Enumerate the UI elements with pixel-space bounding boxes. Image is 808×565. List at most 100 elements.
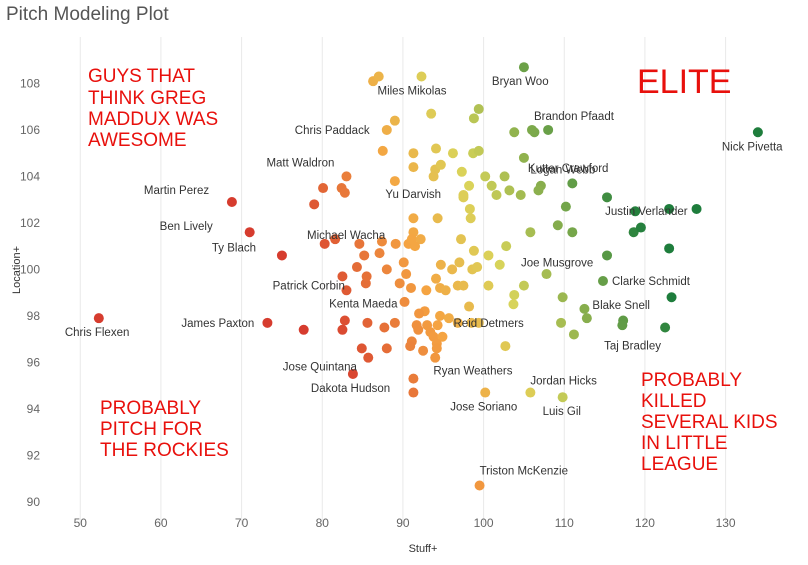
scatter-point (337, 271, 348, 282)
y-axis-title: Location+ (11, 246, 23, 294)
scatter-point (389, 176, 400, 187)
scatter-point (341, 285, 352, 296)
point-label: Justin Verlander (605, 206, 688, 218)
y-tick-label: 102 (20, 216, 40, 230)
scatter-point (458, 280, 469, 291)
y-tick-label: 94 (27, 402, 41, 416)
scatter-point-labeled (381, 124, 392, 135)
scatter-point (568, 329, 579, 340)
scatter-point (500, 341, 511, 352)
y-tick-label: 100 (20, 262, 40, 276)
point-label: Bryan Woo (492, 76, 549, 88)
scatter-point (525, 227, 536, 238)
scatter-point (431, 343, 442, 354)
point-label: Martin Perez (144, 185, 209, 197)
scatter-point (533, 185, 544, 196)
scatter-point (408, 387, 419, 398)
scatter-point (508, 299, 519, 310)
x-tick-label: 130 (716, 516, 736, 530)
scatter-point (472, 262, 483, 273)
scatter-point-labeled (567, 178, 578, 189)
point-label: Jordan Hicks (530, 376, 597, 388)
scatter-point (552, 220, 563, 231)
scatter-point (473, 317, 484, 328)
scatter-point-labeled (579, 303, 590, 314)
scatter-point (399, 296, 410, 307)
scatter-point (405, 341, 416, 352)
point-label: Taj Bradley (604, 340, 661, 352)
scatter-point (486, 180, 497, 191)
scatter-point (318, 183, 329, 194)
scatter-point (494, 259, 505, 270)
scatter-point-labeled (527, 124, 537, 135)
point-label: Chris Paddack (295, 125, 370, 137)
annotation-rockies: PROBABLY PITCH FOR THE ROCKIES (100, 398, 229, 461)
x-tick-label: 90 (396, 516, 410, 530)
scatter-point (628, 227, 639, 238)
scatter-point (515, 190, 526, 201)
annotation-elite: ELITE (637, 63, 731, 101)
scatter-point (319, 238, 330, 249)
annotation-kids-line-3: SEVERAL KIDS (641, 412, 778, 433)
point-label: Yu Darvish (385, 189, 441, 201)
scatter-point-labeled (660, 322, 671, 333)
point-label: Logan Webb (530, 164, 595, 176)
scatter-point-labeled (458, 190, 469, 201)
scatter-point (431, 273, 442, 284)
point-label: James Paxton (181, 318, 254, 330)
scatter-point (557, 292, 568, 303)
scatter-point (468, 245, 479, 256)
scatter-point (435, 310, 446, 321)
scatter-point-labeled (474, 480, 485, 491)
scatter-point-labeled (226, 196, 237, 207)
scatter-point (518, 280, 529, 291)
scatter-point-labeled (518, 62, 529, 73)
scatter-point (337, 324, 348, 335)
scatter-point (339, 315, 350, 326)
point-label: Clarke Schmidt (612, 276, 691, 288)
x-tick-label: 50 (74, 516, 88, 530)
scatter-point (406, 282, 416, 293)
point-label: Jose Soriano (450, 402, 517, 414)
scatter-point (691, 203, 702, 214)
scatter-point (363, 352, 374, 363)
annotation-maddux-line-3: MADDUX WAS (88, 109, 218, 130)
scatter-point (421, 285, 432, 296)
scatter-point (509, 289, 520, 300)
scatter-point (381, 264, 392, 275)
scatter-point (418, 345, 429, 356)
scatter-point (465, 213, 476, 224)
scatter-point (447, 148, 458, 159)
scatter-point-labeled (347, 368, 358, 379)
annotation-kids-line-1: PROBABLY (641, 370, 742, 391)
y-tick-label: 106 (20, 123, 40, 137)
scatter-point (483, 250, 494, 261)
point-label: Ryan Weathers (433, 366, 512, 378)
scatter-point (377, 145, 388, 156)
point-label: Nick Pivetta (722, 141, 783, 153)
scatter-point (408, 213, 419, 224)
scatter-point (376, 236, 387, 247)
point-label: Joe Musgrove (521, 257, 593, 269)
scatter-point (491, 190, 502, 201)
scatter-point-labeled (408, 373, 419, 384)
scatter-point (413, 324, 424, 335)
point-label: Dakota Hudson (311, 383, 390, 395)
scatter-point (389, 115, 400, 126)
scatter-point (389, 317, 400, 328)
scatter-point-labeled (557, 392, 568, 403)
scatter-point-labeled (664, 203, 675, 214)
scatter-point (408, 162, 419, 173)
scatter-point (309, 199, 320, 210)
annotation-kids-line-2: KILLED (641, 391, 706, 412)
scatter-point (617, 320, 628, 331)
x-tick-label: 100 (474, 516, 494, 530)
scatter-point-labeled (410, 241, 421, 252)
scatter-point (456, 234, 467, 245)
scatter-point (664, 243, 675, 254)
x-tick-label: 120 (635, 516, 655, 530)
scatter-point (504, 185, 515, 196)
scatter-point-labeled (262, 317, 273, 328)
point-label: Kutter Crawford (528, 163, 609, 175)
point-label: Triston McKenzie (480, 465, 568, 477)
